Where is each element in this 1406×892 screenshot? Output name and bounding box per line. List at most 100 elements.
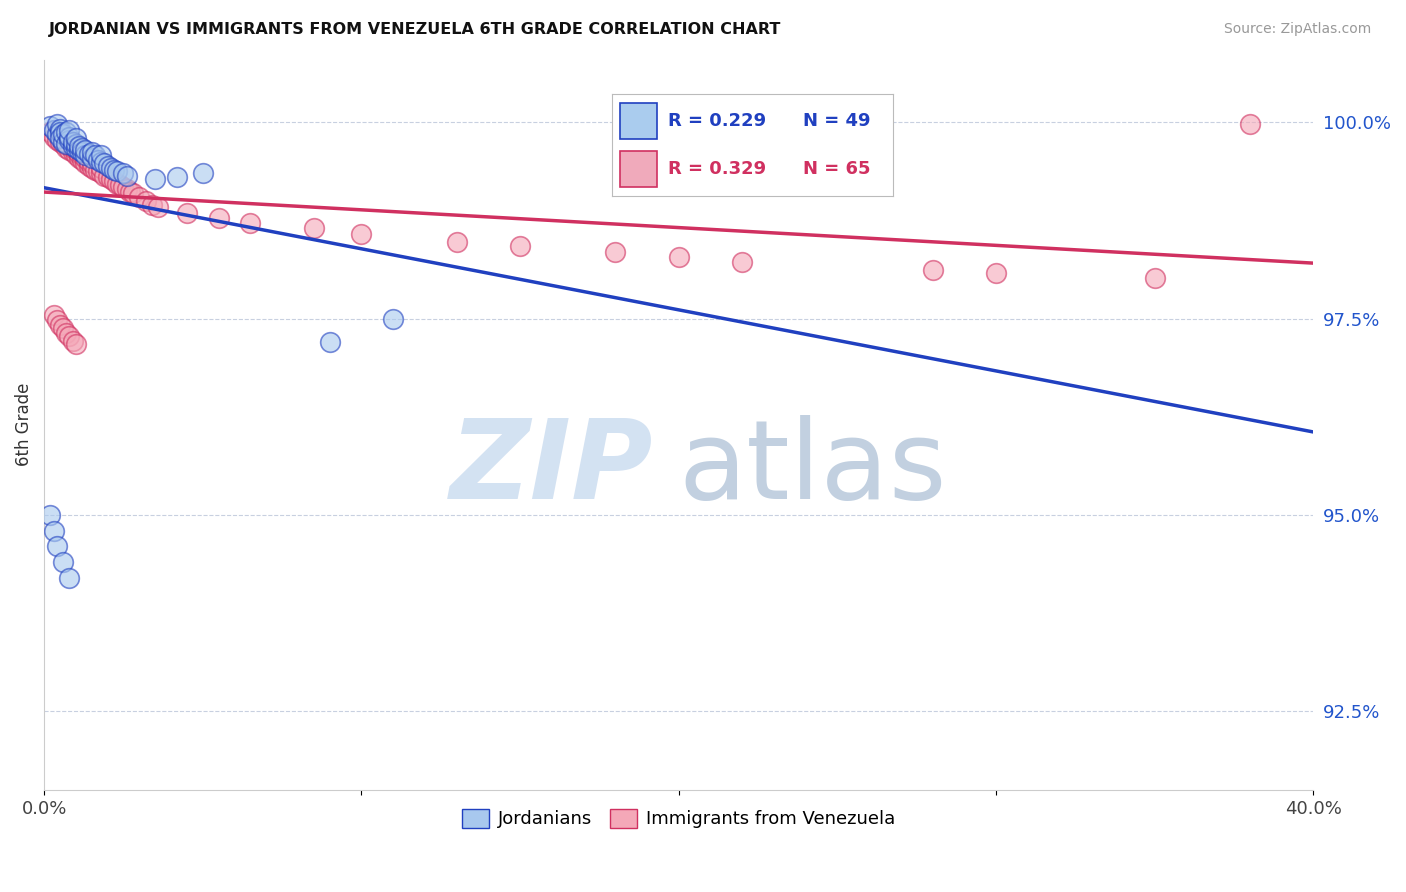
Point	[83, 162, 105, 177]
Point	[39, 125, 62, 139]
Point	[80, 161, 103, 175]
Point	[191, 166, 214, 180]
Point	[49, 127, 72, 141]
Point	[70, 145, 93, 160]
Point	[90, 154, 112, 169]
Point	[77, 154, 100, 169]
Point	[58, 139, 80, 153]
Point	[39, 508, 62, 522]
Point	[58, 571, 80, 585]
Point	[42, 308, 65, 322]
Point	[112, 166, 135, 180]
Point	[55, 125, 77, 139]
Point	[55, 326, 77, 340]
Point	[143, 172, 166, 186]
Point	[65, 140, 87, 154]
Point	[70, 148, 93, 162]
Point	[45, 540, 67, 554]
Point	[148, 200, 170, 214]
Point	[62, 135, 84, 149]
Point	[97, 159, 120, 173]
Text: N = 49: N = 49	[803, 112, 870, 130]
Point	[110, 178, 132, 193]
Point	[67, 143, 90, 157]
Point	[49, 121, 72, 136]
Point	[42, 524, 65, 538]
Point	[39, 120, 62, 134]
Point	[75, 143, 97, 157]
Point	[52, 127, 75, 141]
Point	[45, 117, 67, 131]
Point	[239, 216, 262, 230]
Point	[45, 133, 67, 147]
Text: JORDANIAN VS IMMIGRANTS FROM VENEZUELA 6TH GRADE CORRELATION CHART: JORDANIAN VS IMMIGRANTS FROM VENEZUELA 6…	[49, 22, 782, 37]
Point	[55, 135, 77, 149]
Point	[97, 170, 120, 185]
Point	[77, 159, 100, 173]
Point	[67, 151, 90, 165]
Point	[58, 133, 80, 147]
Point	[65, 148, 87, 162]
Text: atlas: atlas	[679, 415, 948, 522]
Point	[122, 186, 145, 200]
Point	[93, 156, 115, 170]
Point	[668, 251, 690, 265]
Point	[58, 123, 80, 137]
Point	[62, 334, 84, 348]
Point	[90, 148, 112, 162]
Text: R = 0.229: R = 0.229	[668, 112, 766, 130]
Point	[77, 146, 100, 161]
Point	[62, 145, 84, 160]
Point	[58, 329, 80, 343]
Point	[105, 164, 128, 178]
Point	[382, 311, 405, 326]
Point	[62, 140, 84, 154]
Point	[87, 153, 110, 168]
Bar	[620, 151, 657, 187]
Point	[80, 151, 103, 165]
Point	[302, 221, 325, 235]
Point	[62, 139, 84, 153]
Point	[65, 143, 87, 157]
Point	[55, 137, 77, 152]
Point	[135, 194, 157, 208]
Point	[75, 156, 97, 170]
Point	[1143, 271, 1166, 285]
Point	[446, 235, 468, 249]
Point	[49, 318, 72, 332]
Point	[58, 129, 80, 144]
Point	[90, 166, 112, 180]
Point	[49, 125, 72, 139]
Point	[75, 151, 97, 165]
Point	[103, 174, 125, 188]
Point	[49, 135, 72, 149]
Point	[318, 335, 340, 350]
Point	[55, 140, 77, 154]
Point	[605, 245, 627, 260]
Point	[176, 205, 198, 219]
Point	[350, 227, 373, 241]
Point	[112, 179, 135, 194]
Point	[87, 164, 110, 178]
Point	[509, 239, 531, 253]
Point	[67, 146, 90, 161]
Text: Source: ZipAtlas.com: Source: ZipAtlas.com	[1223, 22, 1371, 37]
Point	[118, 185, 141, 199]
Point	[65, 337, 87, 351]
Point	[75, 148, 97, 162]
Point	[100, 172, 122, 186]
Point	[42, 129, 65, 144]
Legend: Jordanians, Immigrants from Venezuela: Jordanians, Immigrants from Venezuela	[454, 802, 903, 836]
Point	[49, 131, 72, 145]
Point	[921, 263, 943, 277]
Point	[207, 211, 229, 226]
Bar	[620, 103, 657, 139]
Point	[67, 139, 90, 153]
Text: N = 65: N = 65	[803, 160, 870, 178]
Point	[80, 145, 103, 160]
Point	[1239, 117, 1261, 131]
Point	[52, 555, 75, 569]
Point	[52, 131, 75, 145]
Point	[984, 266, 1007, 280]
Point	[52, 321, 75, 335]
